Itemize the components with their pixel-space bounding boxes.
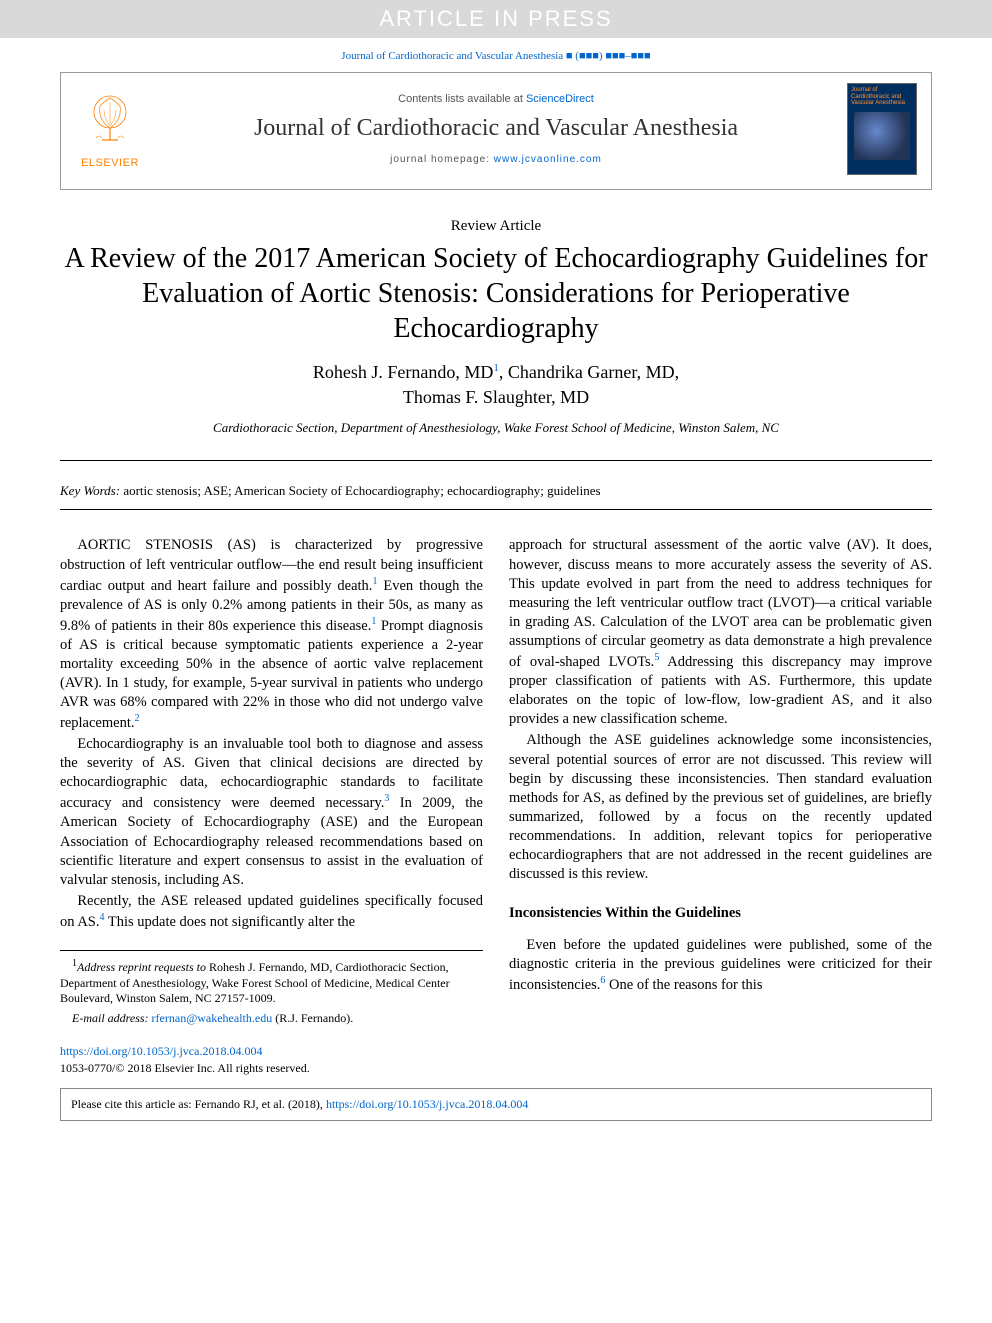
- email-label: E-mail address:: [72, 1011, 149, 1025]
- article-type: Review Article: [60, 218, 932, 235]
- r3b-text: One of the reasons for this: [605, 977, 762, 993]
- journal-header: ELSEVIER Contents lists available at Sci…: [60, 72, 932, 190]
- author-3: Thomas F. Slaughter, MD: [403, 387, 589, 407]
- elsevier-tree-icon: [80, 90, 140, 150]
- footnotes: 1Address reprint requests to Rohesh J. F…: [60, 950, 483, 1026]
- cover-image: [854, 112, 910, 160]
- sciencedirect-link[interactable]: ScienceDirect: [526, 93, 594, 105]
- keywords-label: Key Words:: [60, 483, 120, 498]
- para-l3: Recently, the ASE released updated guide…: [60, 892, 483, 932]
- email-suffix: (R.J. Fernando).: [272, 1011, 353, 1025]
- journal-name: Journal of Cardiothoracic and Vascular A…: [159, 115, 833, 142]
- lead-caps: AORTIC STENOSIS (AS): [77, 537, 270, 553]
- right-column: approach for structural assessment of th…: [509, 536, 932, 1030]
- cover-title: Journal of Cardiothoracic and Vascular A…: [848, 84, 916, 110]
- keywords-text: aortic stenosis; ASE; American Society o…: [120, 483, 601, 498]
- footnote-address: 1Address reprint requests to Rohesh J. F…: [60, 957, 483, 1007]
- ref-2[interactable]: 2: [134, 713, 139, 724]
- homepage-label: journal homepage:: [390, 154, 494, 165]
- r1-text: approach for structural assessment of th…: [509, 537, 932, 670]
- p3b-text: This update does not significantly alter…: [105, 914, 356, 930]
- cite-box: Please cite this article as: Fernando RJ…: [60, 1088, 932, 1121]
- article-meta: Review Article A Review of the 2017 Amer…: [60, 218, 932, 436]
- para-r3: Even before the updated guidelines were …: [509, 936, 932, 995]
- footnote-email: E-mail address: rfernan@wakehealth.edu (…: [60, 1011, 483, 1027]
- cite-prefix: Please cite this article as: Fernando RJ…: [71, 1097, 326, 1111]
- email-link[interactable]: rfernan@wakehealth.edu: [152, 1011, 273, 1025]
- affiliation: Cardiothoracic Section, Department of An…: [60, 420, 932, 436]
- p1c-text: Prompt diagnosis of AS is critical becau…: [60, 618, 483, 731]
- header-center: Contents lists available at ScienceDirec…: [159, 93, 833, 165]
- doi-link[interactable]: https://doi.org/10.1053/j.jvca.2018.04.0…: [60, 1044, 262, 1058]
- contents-lists-line: Contents lists available at ScienceDirec…: [159, 93, 833, 105]
- author-2: , Chandrika Garner, MD,: [499, 362, 679, 382]
- doi-block: https://doi.org/10.1053/j.jvca.2018.04.0…: [60, 1044, 932, 1076]
- contents-prefix: Contents lists available at: [398, 93, 526, 105]
- homepage-link[interactable]: www.jcvaonline.com: [494, 154, 602, 165]
- article-title: A Review of the 2017 American Society of…: [60, 241, 932, 346]
- para-r1: approach for structural assessment of th…: [509, 536, 932, 729]
- addr-label: Address reprint requests to: [77, 960, 206, 974]
- cite-link[interactable]: https://doi.org/10.1053/j.jvca.2018.04.0…: [326, 1097, 528, 1111]
- article-in-press-banner: ARTICLE IN PRESS: [0, 0, 992, 38]
- authors: Rohesh J. Fernando, MD1, Chandrika Garne…: [60, 360, 932, 410]
- elsevier-label: ELSEVIER: [75, 157, 145, 169]
- para-r2: Although the ASE guidelines acknowledge …: [509, 731, 932, 884]
- para-l1: AORTIC STENOSIS (AS) is characterized by…: [60, 536, 483, 733]
- homepage-line: journal homepage: www.jcvaonline.com: [159, 154, 833, 165]
- journal-cover-thumb: Journal of Cardiothoracic and Vascular A…: [847, 83, 917, 175]
- r2-text: Although the ASE guidelines acknowledge …: [509, 732, 932, 882]
- para-l2: Echocardiography is an invaluable tool b…: [60, 735, 483, 890]
- section-heading-inconsistencies: Inconsistencies Within the Guidelines: [509, 904, 932, 923]
- top-citation: Journal of Cardiothoracic and Vascular A…: [0, 38, 992, 72]
- body-columns: AORTIC STENOSIS (AS) is characterized by…: [60, 536, 932, 1030]
- elsevier-logo: ELSEVIER: [75, 90, 145, 169]
- copyright: 1053-0770/© 2018 Elsevier Inc. All right…: [60, 1061, 932, 1076]
- author-1: Rohesh J. Fernando, MD: [313, 362, 494, 382]
- left-column: AORTIC STENOSIS (AS) is characterized by…: [60, 536, 483, 1030]
- keywords-block: Key Words: aortic stenosis; ASE; America…: [60, 460, 932, 510]
